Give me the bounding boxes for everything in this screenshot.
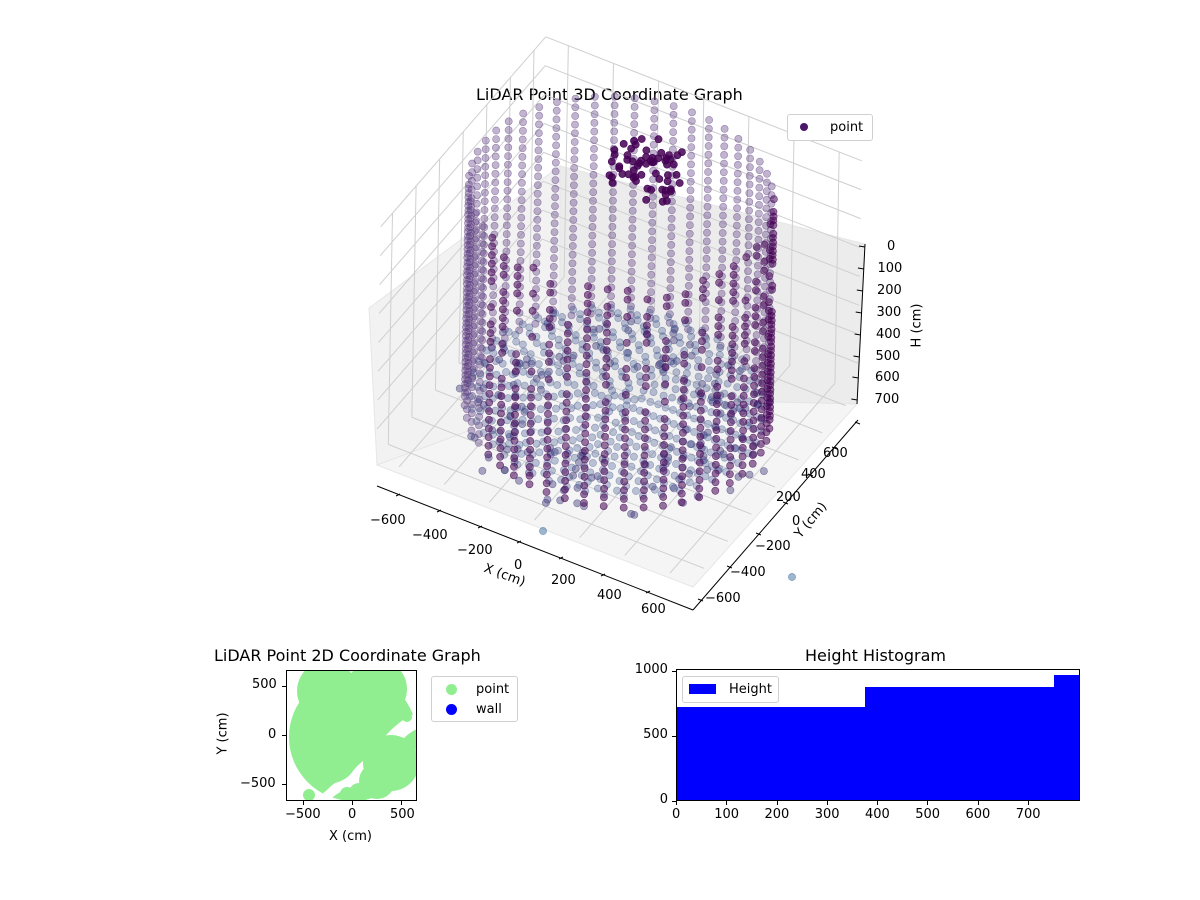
legend-label-point: point xyxy=(476,681,510,697)
scatter-points-3d xyxy=(455,92,796,581)
x-tick-label: 600 xyxy=(965,807,991,822)
chart-title-hist: Height Histogram xyxy=(805,646,946,665)
scatter-2d-axes xyxy=(286,670,417,801)
tick-label: 500 xyxy=(875,349,901,364)
tick-label: 200 xyxy=(776,490,801,505)
y-tick-label: 500 xyxy=(252,677,277,692)
x-tick-label: 100 xyxy=(714,807,740,822)
x-tick-label: 0 xyxy=(672,807,681,822)
histogram-bar xyxy=(1053,674,1079,800)
x-tick-mark xyxy=(352,801,353,805)
y-tick-mark xyxy=(672,736,676,737)
tick-label: 600 xyxy=(641,602,666,617)
y-tick-mark xyxy=(282,686,286,687)
tick-label: 100 xyxy=(877,261,903,276)
x-tick-label: 300 xyxy=(814,807,840,822)
y-tick-mark xyxy=(672,801,676,802)
tick-label: −400 xyxy=(412,528,448,543)
x-axis-line xyxy=(376,485,694,611)
y-axis-line xyxy=(692,419,859,611)
z-axis-line xyxy=(856,243,866,405)
tick-label: −200 xyxy=(755,539,791,554)
legend-point-marker-icon xyxy=(800,123,808,131)
tick-label: 600 xyxy=(823,446,848,461)
y-tick-label: 500 xyxy=(643,727,668,742)
x-tick-mark xyxy=(726,801,728,805)
y-tick-mark xyxy=(672,671,676,672)
tick-label: 0 xyxy=(792,514,801,529)
tick-label: 0 xyxy=(514,558,523,573)
legend-point-marker-icon xyxy=(446,683,457,695)
tick-label: 700 xyxy=(874,392,900,407)
tick-label: 300 xyxy=(876,305,902,320)
tick-label: −400 xyxy=(730,565,766,580)
legend-2d: point wall xyxy=(431,676,518,722)
y-tick-label: 0 xyxy=(659,792,668,807)
tick-label: −200 xyxy=(457,543,493,558)
legend-wall-marker-icon xyxy=(446,703,457,715)
legend-label-wall: wall xyxy=(476,701,502,717)
x-tick-label: 700 xyxy=(1015,807,1041,822)
tick-label: 400 xyxy=(876,327,901,342)
tick-label: 400 xyxy=(801,467,826,482)
tick-label: 600 xyxy=(875,370,900,385)
x-tick-mark xyxy=(303,801,304,805)
tick-label: 200 xyxy=(877,283,902,298)
z-axis-label-3d: H (cm) xyxy=(909,303,925,348)
y-tick-mark xyxy=(282,735,286,736)
legend-label-height: Height xyxy=(729,681,772,697)
histogram-bar xyxy=(865,686,1055,800)
x-tick-label: −500 xyxy=(285,807,321,822)
x-tick-mark xyxy=(676,801,677,805)
y-tick-label: 1000 xyxy=(634,662,668,677)
tick-label: −600 xyxy=(370,513,406,528)
x-tick-mark xyxy=(776,801,778,805)
axis-ticks-3d xyxy=(395,245,866,602)
x-tick-mark xyxy=(401,801,402,805)
x-tick-label: 0 xyxy=(348,807,357,822)
legend-3d: point xyxy=(787,114,873,141)
y-tick-label: −500 xyxy=(240,776,276,791)
x-tick-label: 400 xyxy=(865,807,890,822)
chart-title-3d: LiDAR Point 3D Coordinate Graph xyxy=(476,85,743,104)
scatter-2d-points xyxy=(289,671,416,800)
tick-label: 0 xyxy=(887,239,896,254)
x-tick-label: 200 xyxy=(764,807,790,822)
x-tick-mark xyxy=(977,801,979,805)
x-tick-mark xyxy=(877,801,878,805)
x-tick-mark xyxy=(1027,801,1029,805)
y-tick-label: 0 xyxy=(268,727,277,742)
scatter-3d-plot xyxy=(368,36,866,611)
x-tick-mark xyxy=(927,801,929,805)
y-axis-label-2d: Y (cm) xyxy=(215,712,231,755)
x-tick-mark xyxy=(826,801,828,805)
chart-title-2d: LiDAR Point 2D Coordinate Graph xyxy=(214,646,481,665)
y-tick-mark xyxy=(282,784,286,785)
tick-label: 200 xyxy=(551,573,576,588)
legend-label-point: point xyxy=(830,119,864,135)
x-tick-label: 500 xyxy=(915,807,941,822)
tick-label: 400 xyxy=(597,588,622,603)
legend-height-swatch-icon xyxy=(689,684,716,694)
x-tick-label: 500 xyxy=(390,807,415,822)
x-axis-label-2d: X (cm) xyxy=(329,829,372,844)
tick-label: −600 xyxy=(705,591,741,606)
legend-hist: Height xyxy=(682,676,779,703)
histogram-bar xyxy=(677,706,866,800)
